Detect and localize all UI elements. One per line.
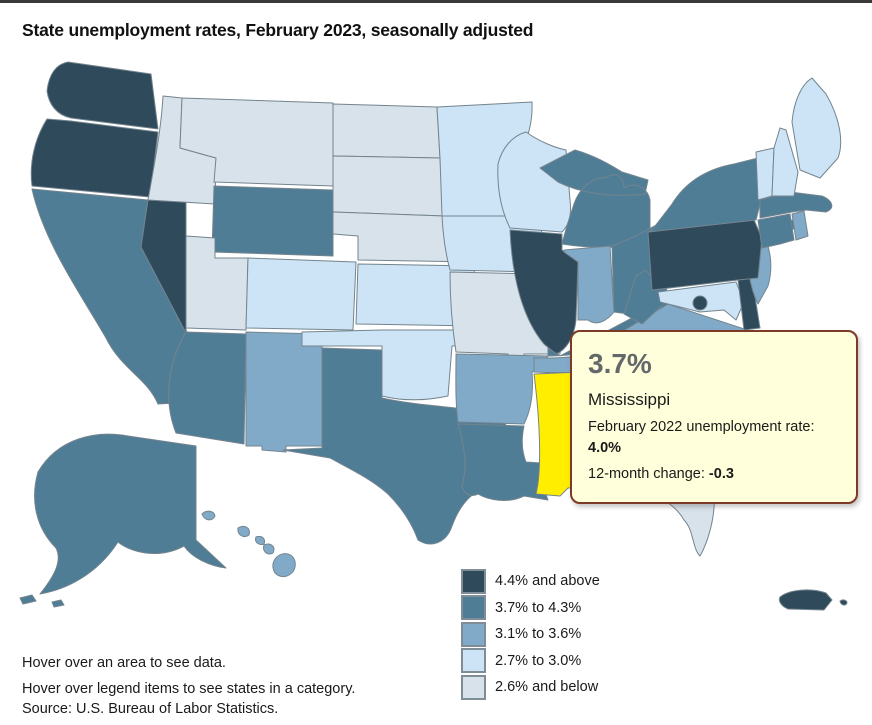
tooltip-line-prev-rate: February 2022 unemployment rate: 4.0% [588,417,840,459]
state-louisiana[interactable] [457,423,559,501]
note-hover-legend: Hover over legend items to see states in… [22,681,356,697]
state-montana[interactable] [179,97,334,187]
tooltip-line2-value: -0.3 [708,466,734,483]
legend-item-3[interactable]: 3.1% to 3.6% [461,621,600,647]
state-massachusetts[interactable] [759,191,833,219]
state-michigan[interactable] [539,149,651,248]
hover-notes: Hover over an area to see data. Hover ov… [22,650,355,702]
legend-item-1[interactable]: 4.4% and above [461,568,600,594]
legend-label-3: 3.1% to 3.6% [495,626,582,642]
legend-swatch-3 [461,621,486,647]
tooltip-line2-label: 12-month change: [588,466,709,483]
source-line: Source: U.S. Bureau of Labor Statistics. [22,701,279,717]
legend-label-2: 3.7% to 4.3% [495,599,582,616]
legend-item-4[interactable]: 2.7% to 3.0% [461,648,600,674]
state-new-hampshire[interactable] [771,127,799,197]
window-top-edge [0,0,872,3]
state-maine[interactable] [791,77,842,179]
state-wisconsin[interactable] [497,131,571,233]
state-arizona[interactable] [168,331,247,445]
state-wyoming[interactable] [211,185,334,257]
tooltip-rate: 3.7% [588,348,652,379]
state-california[interactable] [31,188,197,405]
legend-swatch-2 [461,595,486,620]
state-alaska[interactable] [19,433,227,608]
state-south-dakota[interactable] [332,155,445,217]
tooltip-line1-value: 4.0% [588,440,622,457]
state-new-mexico[interactable] [245,331,323,453]
legend-swatch-1 [461,568,486,594]
state-vermont[interactable] [755,147,775,201]
chart-title: State unemployment rates, February 2023,… [22,19,534,40]
tooltip: 3.7% Mississippi February 2022 unemploym… [570,330,858,505]
legend-label-5: 2.6% and below [495,679,599,695]
state-district-of-columbia[interactable] [692,295,708,311]
state-rhode-island[interactable] [791,210,809,241]
state-connecticut[interactable] [757,213,795,249]
state-north-dakota[interactable] [332,103,441,159]
legend-label-4: 2.7% to 3.0% [495,652,582,669]
state-arkansas[interactable] [455,353,549,425]
state-hawaii[interactable] [201,510,296,578]
state-puerto-rico[interactable] [778,589,848,611]
legend-item-2[interactable]: 3.7% to 4.3% [461,595,600,621]
note-hover-area: Hover over an area to see data. [22,655,226,671]
legend-item-5[interactable]: 2.6% and below [461,674,600,700]
tooltip-line-change: 12-month change: -0.3 [588,464,840,485]
legend: 4.4% and above 3.7% to 4.3% 3.1% to 3.6%… [461,568,600,701]
tooltip-state-name: Mississippi [588,390,671,409]
state-washington[interactable] [46,61,159,130]
tooltip-line1-label: February 2022 unemployment rate: [588,419,815,435]
legend-swatch-4 [461,648,486,673]
legend-label-1: 4.4% and above [495,573,600,589]
state-colorado[interactable] [245,257,357,331]
legend-swatch-5 [461,674,486,700]
state-oregon[interactable] [30,118,159,198]
